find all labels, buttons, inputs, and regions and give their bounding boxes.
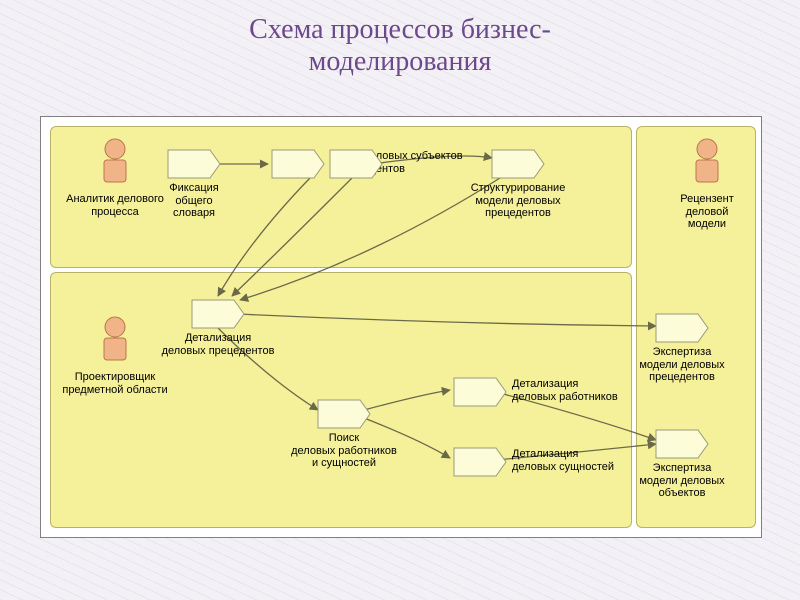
activity-label: Экспертизамодели деловыхпрецедентов — [612, 346, 752, 384]
act-expert-obj: Экспертизамодели деловыхобъектов — [612, 430, 752, 500]
activity-icon — [454, 448, 506, 476]
activity-icon — [272, 150, 324, 178]
act-search-subj2 — [330, 150, 382, 183]
actor-icon — [100, 316, 130, 362]
actor-reviewer: Рецензентделовоймодели — [652, 138, 762, 231]
act-detail-workers: Детализацияделовых работников — [454, 378, 506, 411]
activity-icon — [454, 378, 506, 406]
diagram-stage: Схема процессов бизнес-моделированияАнал… — [0, 0, 800, 600]
activity-label: Детализацияделовых прецедентов — [148, 332, 288, 357]
e6 — [238, 314, 656, 326]
activity-icon — [318, 400, 370, 428]
activity-icon — [492, 150, 544, 178]
act-expert-prec: Экспертизамодели деловыхпрецедентов — [612, 314, 752, 384]
activity-icon — [656, 430, 708, 458]
activity-label: Структурированиемодели деловыхпрецеденто… — [448, 182, 588, 220]
edge-layer — [0, 0, 800, 600]
activity-icon — [330, 150, 382, 178]
act-glossary: Фиксацияобщегословаря — [124, 150, 264, 220]
actor-icon — [692, 138, 722, 184]
act-detail-entities: Детализацияделовых сущностей — [454, 448, 506, 481]
act-detail-prec: Детализацияделовых прецедентов — [148, 300, 288, 357]
act-search-workers: Поискделовых работникови сущностей — [274, 400, 414, 470]
activity-icon — [656, 314, 708, 342]
activity-icon — [192, 300, 244, 328]
act-search-subj: Поиск деловых субъектови прецедентов — [272, 150, 324, 183]
activity-label: Поискделовых работникови сущностей — [274, 432, 414, 470]
act-structure: Структурированиемодели деловыхпрецеденто… — [448, 150, 588, 220]
actor-label: Рецензентделовоймодели — [652, 193, 762, 231]
activity-label: Фиксацияобщегословаря — [124, 182, 264, 220]
actor-label: Проектировщикпредметной области — [60, 371, 170, 396]
activity-label: Экспертизамодели деловыхобъектов — [612, 462, 752, 500]
activity-icon — [168, 150, 220, 178]
